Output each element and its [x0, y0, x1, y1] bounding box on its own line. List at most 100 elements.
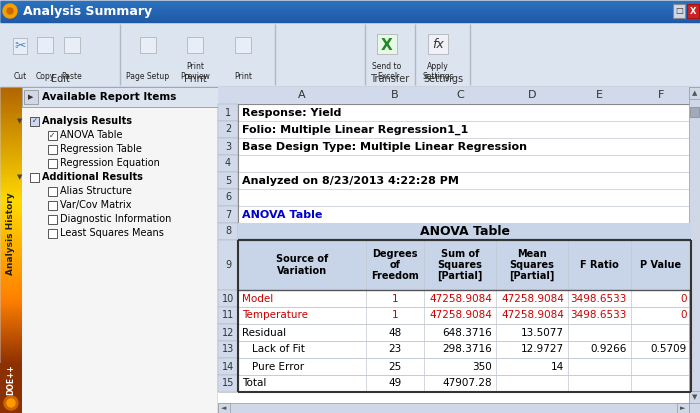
Bar [218, 324, 238, 341]
Text: 47258.9084: 47258.9084 [429, 294, 492, 304]
Text: Model: Model [242, 294, 273, 304]
Bar [218, 375, 238, 392]
Bar [218, 206, 238, 223]
Text: Least Squares Means: Least Squares Means [60, 228, 164, 238]
Bar [689, 87, 700, 413]
Circle shape [3, 4, 17, 18]
Text: ◄: ◄ [221, 405, 227, 411]
Bar [48, 187, 57, 195]
Bar [218, 341, 238, 358]
Text: 12: 12 [222, 328, 235, 337]
Text: 0: 0 [680, 294, 687, 304]
Bar [48, 200, 57, 209]
Text: 7: 7 [225, 209, 231, 219]
Bar [218, 358, 238, 375]
Bar [187, 37, 203, 53]
Text: □: □ [675, 7, 683, 16]
Bar [218, 155, 238, 172]
Text: X: X [690, 7, 696, 16]
Text: Response: Yield: Response: Yield [242, 107, 342, 118]
Text: DOE++: DOE++ [6, 365, 15, 395]
Text: 5: 5 [225, 176, 231, 185]
Text: ✓: ✓ [32, 118, 37, 124]
Text: ✓: ✓ [49, 131, 56, 140]
Text: 1: 1 [225, 107, 231, 118]
Bar [377, 34, 397, 54]
Bar [218, 307, 238, 324]
Text: 13.5077: 13.5077 [521, 328, 564, 337]
Text: Sum of
Squares
[Partial]: Sum of Squares [Partial] [438, 249, 483, 281]
Bar [140, 37, 156, 53]
Text: Pure Error: Pure Error [252, 361, 304, 372]
Text: Additional Results: Additional Results [42, 172, 143, 182]
Text: Copy: Copy [36, 72, 55, 81]
Text: 47258.9084: 47258.9084 [501, 311, 564, 320]
Bar [218, 104, 238, 121]
Bar [48, 145, 57, 154]
Bar [48, 214, 57, 223]
Text: ANOVA Table: ANOVA Table [419, 225, 510, 238]
Text: Regression Equation: Regression Equation [60, 158, 160, 168]
Text: Print: Print [234, 72, 252, 81]
Bar [0, 22, 700, 87]
Bar [48, 159, 57, 168]
Bar [218, 290, 238, 307]
Circle shape [4, 396, 18, 410]
Text: Send to
Excel: Send to Excel [372, 62, 402, 81]
Text: Residual: Residual [242, 328, 286, 337]
Text: Print: Print [183, 74, 206, 84]
Text: 14: 14 [222, 361, 234, 372]
Text: ▲: ▲ [692, 90, 697, 96]
Text: 1: 1 [392, 311, 398, 320]
Text: ANOVA Table: ANOVA Table [242, 209, 323, 219]
Text: Diagnostic Information: Diagnostic Information [60, 214, 172, 224]
Bar [48, 131, 57, 140]
Text: ▼: ▼ [18, 118, 22, 124]
Text: 49: 49 [389, 378, 402, 389]
Bar [30, 173, 39, 181]
Text: C: C [456, 90, 464, 100]
Bar [235, 37, 251, 53]
Bar [48, 228, 57, 237]
Text: 13: 13 [222, 344, 234, 354]
Text: Analysis Results: Analysis Results [42, 116, 132, 126]
Text: 48: 48 [389, 328, 402, 337]
Text: Paste: Paste [62, 72, 83, 81]
Text: 6: 6 [225, 192, 231, 202]
Bar [677, 403, 689, 413]
Text: 14: 14 [551, 361, 564, 372]
Bar [218, 121, 238, 138]
Text: Base Design Type: Multiple Linear Regression: Base Design Type: Multiple Linear Regres… [242, 142, 527, 152]
Bar [428, 34, 448, 54]
Text: Page Setup: Page Setup [127, 72, 169, 81]
Bar [690, 107, 699, 117]
Bar [218, 189, 238, 206]
Text: D: D [528, 90, 536, 100]
Bar [218, 172, 238, 189]
Text: F Ratio: F Ratio [580, 260, 619, 270]
Bar [37, 37, 53, 53]
Text: Lack of Fit: Lack of Fit [252, 344, 305, 354]
Bar [238, 240, 691, 290]
Text: 298.3716: 298.3716 [442, 344, 492, 354]
Text: Temperature: Temperature [242, 311, 308, 320]
Bar [687, 4, 699, 18]
Bar [689, 391, 700, 403]
Text: fx: fx [432, 38, 444, 52]
Bar [13, 38, 27, 54]
Circle shape [7, 399, 15, 407]
Text: 2: 2 [225, 124, 231, 135]
Text: E: E [596, 90, 603, 100]
Bar [22, 87, 218, 107]
Text: A: A [298, 90, 306, 100]
Bar [64, 37, 80, 53]
Text: 4: 4 [225, 159, 231, 169]
Text: Cut: Cut [13, 72, 27, 81]
Text: Edit: Edit [50, 74, 69, 84]
Text: 3498.6533: 3498.6533 [570, 294, 627, 304]
Text: 8: 8 [225, 226, 231, 237]
Text: 9: 9 [225, 260, 231, 270]
Bar [218, 223, 238, 240]
Text: P Value: P Value [640, 260, 682, 270]
Text: 3498.6533: 3498.6533 [570, 311, 627, 320]
